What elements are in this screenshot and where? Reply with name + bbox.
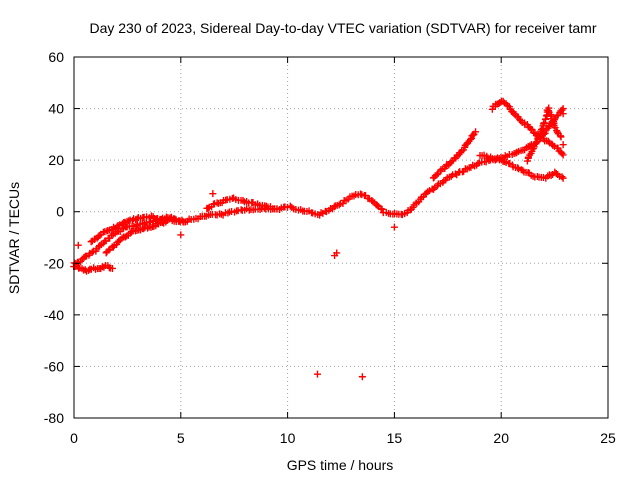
data-point-peak-track-19-23h [528, 126, 536, 134]
data-point-lower-track [108, 264, 116, 272]
y-tick-label: 60 [48, 49, 64, 65]
data-point-falling-track-19-23h [500, 157, 508, 165]
data-point-upper-track [181, 218, 189, 226]
data-point-middle-track [162, 218, 170, 226]
x-tick-label: 10 [280, 430, 296, 446]
data-point-late-track-21-23h [540, 119, 548, 127]
y-tick-label: 20 [48, 152, 64, 168]
data-point-lower-track [78, 265, 86, 273]
x-tick-label: 15 [387, 430, 403, 446]
y-axis-title: SDTVAR / TECUs [6, 182, 22, 294]
data-point-main-track [335, 201, 343, 209]
plot-frame [73, 56, 609, 419]
data-point-outliers [390, 223, 398, 231]
data-point-outliers [209, 190, 217, 198]
data-point-main-track [558, 106, 566, 114]
data-point-upper-track [171, 215, 179, 223]
data-point-middle-track [115, 237, 123, 245]
data-point-segment-6-10h [204, 204, 212, 212]
data-point-falling-track-19-23h [559, 174, 567, 182]
data-point-main-track [474, 160, 482, 168]
data-point-outliers [559, 110, 567, 118]
data-point-main-track [451, 170, 459, 178]
data-point-outliers [314, 370, 322, 378]
data-point-late-track-21-23h [538, 125, 546, 133]
data-point-outliers [333, 249, 341, 257]
data-point-late-track-21-23h [557, 133, 565, 141]
data-point-falling-track-19-23h [558, 173, 566, 181]
data-point-middle-track [105, 246, 113, 254]
data-point-late-track-21-23h [532, 139, 540, 147]
data-point-rising-track-17-19h [472, 128, 480, 136]
data-point-falling-track-19-23h [514, 164, 522, 172]
data-point-falling-track-19-23h [547, 171, 555, 179]
axis-ticks: 0 5 10 15 20 25 -80 -60 -40 -20 0 20 40 60 [44, 49, 616, 446]
y-tick-label: -60 [44, 358, 64, 374]
data-point-main-track [88, 248, 96, 256]
data-point-outliers [74, 241, 82, 249]
grid-lines [74, 57, 608, 418]
x-tick-label: 20 [493, 430, 509, 446]
y-tick-label: 0 [56, 204, 64, 220]
data-point-main-track [378, 205, 386, 213]
x-tick-label: 25 [600, 430, 616, 446]
data-point-outliers [559, 141, 567, 149]
data-point-outliers [358, 373, 366, 381]
chart-title: Day 230 of 2023, Sidereal Day-to-day VTE… [89, 20, 596, 36]
data-point-middle-track [118, 234, 126, 242]
data-point-main-track [373, 201, 381, 209]
data-point-rising-track-17-19h [467, 135, 475, 143]
data-point-main-track [224, 209, 232, 217]
y-tick-label: -20 [44, 255, 64, 271]
data-point-segment-6-10h [239, 196, 247, 204]
data-point-late-track-21-23h [553, 128, 561, 136]
data-point-segment-6-10h [273, 205, 281, 213]
data-points [70, 97, 567, 381]
data-point-rising-track-17-19h [433, 171, 441, 179]
x-axis-title: GPS time / hours [287, 457, 394, 473]
x-tick-label: 0 [70, 430, 78, 446]
data-point-falling-track-19-23h [533, 172, 541, 180]
data-point-late-track-21-23h [544, 107, 552, 115]
y-tick-label: 40 [48, 101, 64, 117]
data-point-main-track [447, 172, 455, 180]
data-point-middle-track [144, 224, 152, 232]
data-point-peak-track-19-23h [559, 151, 567, 159]
y-tick-label: -40 [44, 307, 64, 323]
data-point-outliers [177, 231, 185, 239]
y-tick-label: -80 [44, 410, 64, 426]
x-tick-label: 5 [177, 430, 185, 446]
